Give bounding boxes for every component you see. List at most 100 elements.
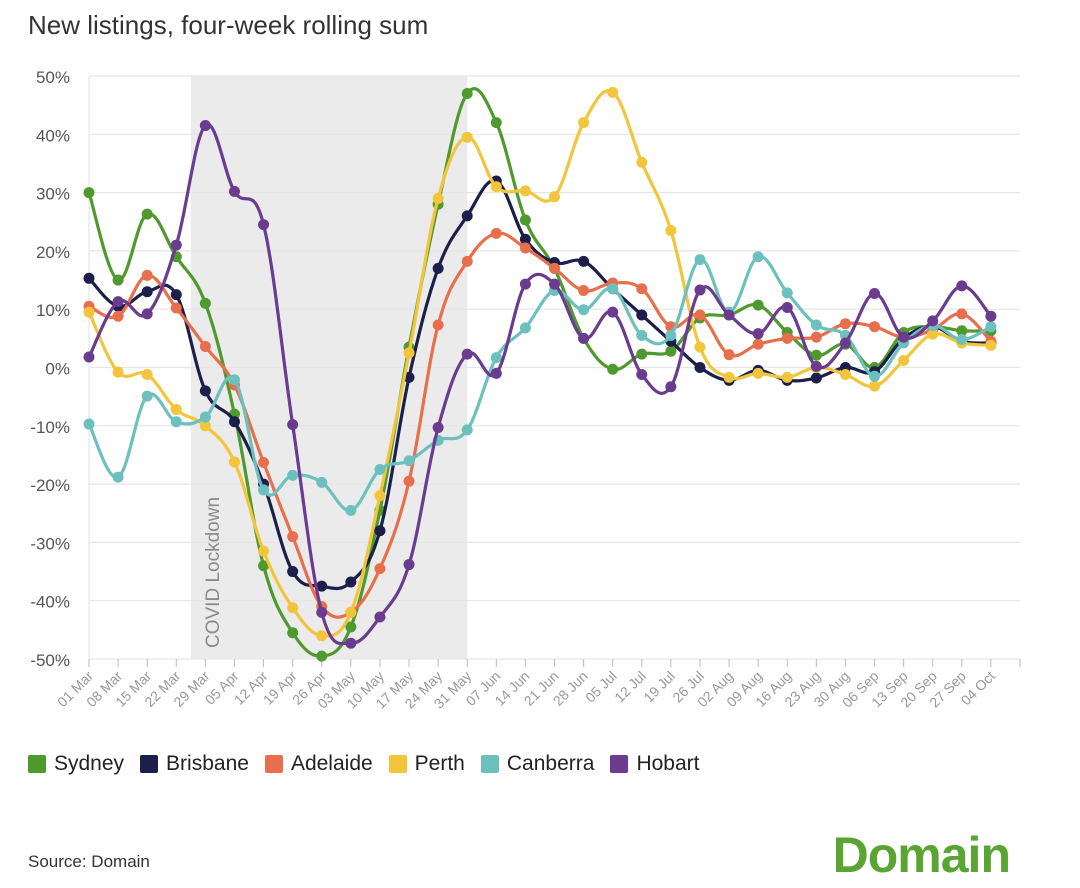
data-point xyxy=(810,331,822,343)
data-point xyxy=(549,278,560,290)
data-point xyxy=(461,210,473,222)
data-point xyxy=(578,332,590,344)
data-point xyxy=(810,372,822,384)
y-tick-label: 0% xyxy=(45,360,70,379)
data-point xyxy=(345,576,357,588)
data-point xyxy=(170,416,182,428)
data-point xyxy=(723,309,735,321)
data-point xyxy=(752,338,764,350)
data-point xyxy=(781,332,793,344)
data-point xyxy=(665,329,677,341)
data-point xyxy=(345,504,357,516)
data-point xyxy=(781,287,793,299)
data-point xyxy=(199,341,211,353)
data-point xyxy=(869,287,881,299)
legend-swatch xyxy=(140,755,159,773)
legend-item-perth: Perth xyxy=(388,752,465,776)
data-point xyxy=(636,309,648,321)
data-point xyxy=(781,371,793,383)
data-point xyxy=(141,308,153,320)
data-point xyxy=(461,131,473,143)
data-point xyxy=(490,352,502,364)
data-point xyxy=(956,334,968,346)
data-point xyxy=(461,87,473,99)
data-point xyxy=(636,368,648,380)
data-point xyxy=(694,362,706,373)
y-tick-label: 30% xyxy=(36,185,70,204)
data-point xyxy=(869,321,881,333)
legend: Sydney Brisbane Adelaide Perth Canberra Hobar… xyxy=(28,752,699,776)
legend-label: Adelaide xyxy=(290,752,373,775)
data-point xyxy=(810,349,822,361)
data-point xyxy=(665,224,677,236)
data-point xyxy=(461,348,473,360)
data-point xyxy=(636,348,648,360)
legend-swatch xyxy=(610,755,629,773)
legend-swatch xyxy=(28,755,46,773)
data-point xyxy=(287,602,299,614)
data-point xyxy=(665,381,677,393)
data-point xyxy=(432,319,444,331)
data-point xyxy=(316,650,328,662)
data-point xyxy=(199,420,211,432)
legend-label: Perth xyxy=(414,752,465,775)
y-tick-label: -30% xyxy=(30,534,70,553)
legend-item-sydney: Sydney xyxy=(28,752,124,776)
data-point xyxy=(898,331,910,343)
data-point xyxy=(316,630,328,642)
legend-label: Canberra xyxy=(506,752,595,775)
source-note: Source: Domain xyxy=(28,852,150,871)
data-point xyxy=(112,296,124,308)
data-point xyxy=(170,239,182,251)
x-tick-label: 12 Jul xyxy=(611,668,649,706)
data-point xyxy=(374,525,386,537)
data-point xyxy=(752,251,764,263)
data-point xyxy=(752,328,764,340)
data-point xyxy=(985,310,997,322)
legend-label: Brisbane xyxy=(166,752,249,775)
data-point xyxy=(578,285,590,297)
y-tick-label: -50% xyxy=(30,651,70,670)
data-point xyxy=(927,328,939,340)
data-point xyxy=(199,297,211,309)
data-point xyxy=(519,185,531,197)
data-point xyxy=(636,156,648,168)
data-point xyxy=(141,269,153,281)
data-point xyxy=(490,227,502,239)
data-point xyxy=(258,545,270,557)
data-point xyxy=(287,627,299,639)
data-point xyxy=(578,117,590,129)
data-point xyxy=(403,455,415,467)
data-point xyxy=(112,366,124,378)
data-point xyxy=(956,308,968,320)
series-hobart xyxy=(83,120,997,649)
data-point xyxy=(956,280,968,292)
data-point xyxy=(287,531,299,543)
data-point xyxy=(112,471,124,483)
data-point xyxy=(83,272,95,284)
data-point xyxy=(519,233,531,245)
data-point xyxy=(83,306,95,318)
data-point xyxy=(694,309,706,321)
data-point xyxy=(403,475,415,487)
data-point xyxy=(287,566,299,578)
y-tick-label: 20% xyxy=(36,243,70,262)
chart-title: New listings, four-week rolling sum xyxy=(28,10,429,40)
data-point xyxy=(985,339,997,351)
data-point xyxy=(141,208,153,220)
data-point xyxy=(519,242,531,254)
data-point xyxy=(752,299,764,311)
data-point xyxy=(810,319,822,331)
y-tick-label: -20% xyxy=(30,476,70,495)
series-group xyxy=(83,86,997,662)
data-point xyxy=(490,367,502,379)
data-point xyxy=(199,120,211,132)
data-point xyxy=(287,419,299,431)
data-point xyxy=(316,580,328,592)
legend-label: Sydney xyxy=(54,752,125,775)
legend-swatch xyxy=(480,755,499,773)
data-point xyxy=(636,283,648,295)
data-point xyxy=(228,416,240,428)
data-point xyxy=(549,191,560,203)
